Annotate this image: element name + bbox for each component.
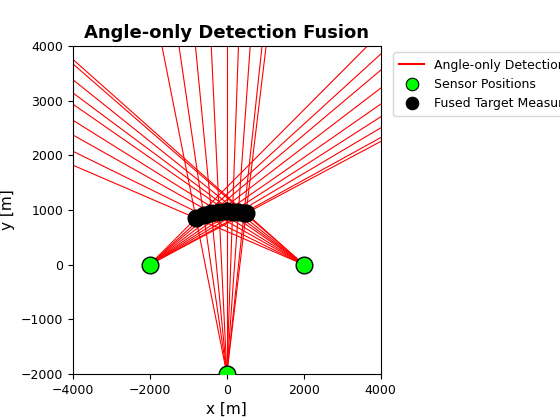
Title: Angle-only Detection Fusion: Angle-only Detection Fusion [85,24,369,42]
Y-axis label: y [m]: y [m] [0,189,15,231]
X-axis label: x [m]: x [m] [207,402,247,417]
Legend: Angle-only Detections, Sensor Positions, Fused Target Measurements: Angle-only Detections, Sensor Positions,… [393,52,560,116]
